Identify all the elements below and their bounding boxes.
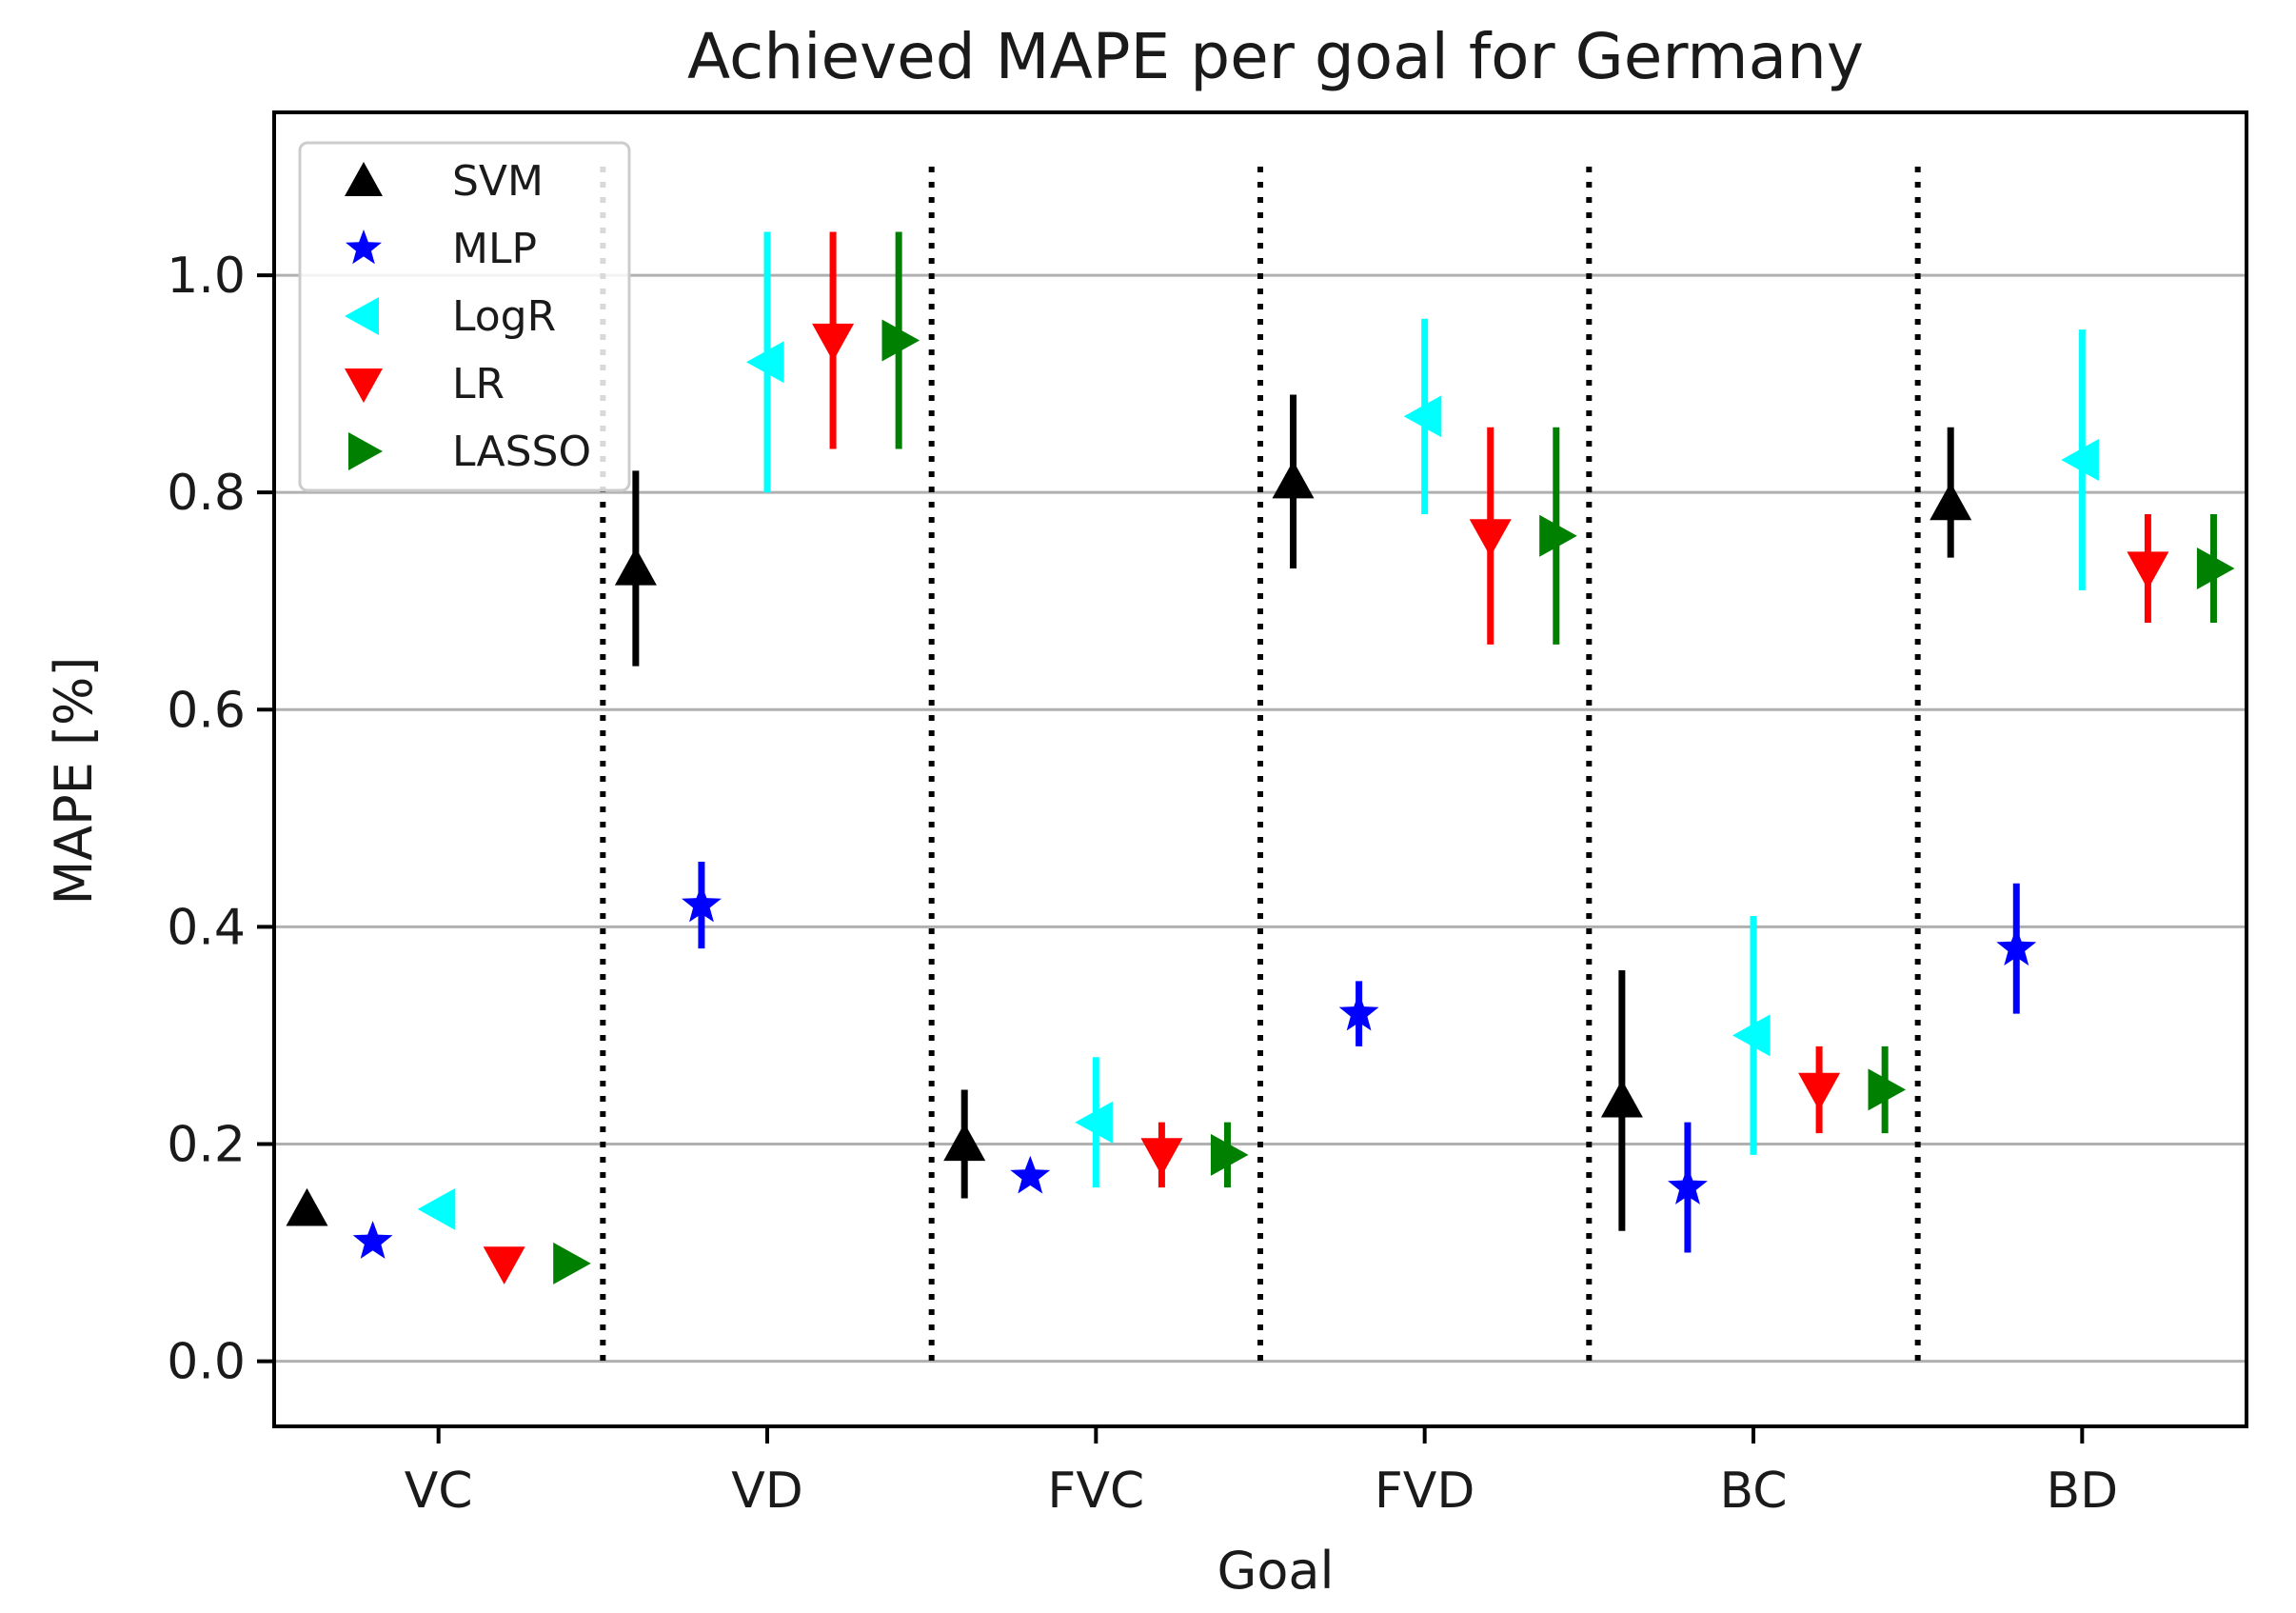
y-tick-label: 0.4	[167, 899, 246, 956]
legend-label-mlp: MLP	[452, 225, 537, 273]
point-logr-bc	[1732, 1014, 1771, 1057]
x-tick-label: FVD	[1375, 1463, 1475, 1520]
point-lr-vc	[483, 1246, 525, 1284]
point-logr-vc	[417, 1187, 456, 1230]
point-lasso-vc	[553, 1242, 591, 1284]
legend-label-lr: LR	[452, 360, 505, 408]
series-lasso	[553, 231, 2235, 1284]
y-axis-label: MAPE [%]	[44, 657, 104, 906]
point-lasso-vd	[881, 319, 920, 362]
series-logr	[417, 231, 2099, 1230]
legend-marker-lasso	[348, 432, 383, 470]
y-tick-label: 0.2	[167, 1116, 246, 1173]
point-svm-vd	[614, 548, 657, 586]
legend-marker-svm	[345, 162, 383, 196]
legend-label-lasso: LASSO	[452, 428, 591, 476]
series-svm	[286, 394, 1972, 1231]
point-logr-bd	[2061, 439, 2099, 481]
point-svm-fvc	[943, 1123, 986, 1162]
point-mlp-fvd	[1338, 992, 1379, 1031]
point-svm-vc	[286, 1187, 328, 1226]
x-tick-label: BC	[1719, 1463, 1787, 1520]
point-svm-bd	[1930, 482, 1972, 521]
y-tick-label: 0.6	[167, 682, 246, 739]
legend-marker-lr	[345, 368, 383, 403]
point-lasso-fvc	[1210, 1133, 1249, 1176]
point-mlp-vc	[352, 1221, 393, 1259]
point-logr-vd	[746, 341, 784, 384]
legend-label-logr: LogR	[452, 292, 556, 341]
point-lasso-bc	[1868, 1068, 1907, 1111]
point-logr-fvc	[1075, 1101, 1113, 1144]
point-svm-bc	[1600, 1079, 1643, 1118]
point-lasso-bd	[2196, 548, 2235, 589]
legend-marker-mlp	[346, 229, 382, 265]
point-svm-fvd	[1272, 460, 1315, 499]
legend-box	[298, 141, 631, 492]
y-tick-label: 1.0	[167, 248, 246, 305]
series-lr	[483, 231, 2169, 1284]
point-mlp-vd	[682, 884, 722, 923]
x-tick-label: VD	[731, 1463, 803, 1520]
series-mlp	[352, 861, 2037, 1259]
x-tick-label: BD	[2046, 1463, 2118, 1520]
point-lr-bc	[1798, 1072, 1841, 1111]
data-layer	[286, 231, 2235, 1284]
point-logr-fvd	[1403, 395, 1442, 438]
legend-items: SVM MLP LogR LR LASSO	[345, 157, 591, 476]
point-lr-vd	[812, 323, 855, 362]
chart-title: Achieved MAPE per goal for Germany	[687, 20, 1864, 93]
point-mlp-fvc	[1010, 1155, 1051, 1194]
plot-frame	[272, 110, 2248, 1428]
point-mlp-bc	[1668, 1166, 1708, 1205]
legend-marker-logr	[345, 297, 379, 335]
separator-layer	[600, 167, 1921, 1362]
point-lr-bd	[2127, 551, 2169, 589]
x-tick-label: FVC	[1047, 1463, 1144, 1520]
y-tick-label: 0.0	[167, 1334, 246, 1391]
point-lr-fvd	[1469, 519, 1512, 557]
legend-label-svm: SVM	[452, 157, 544, 206]
legend: SVM MLP LogR LR LASSO	[298, 141, 631, 492]
x-tick-label: VC	[405, 1463, 473, 1520]
point-lr-fvc	[1140, 1138, 1183, 1176]
point-lasso-fvd	[1539, 514, 1577, 557]
x-axis-label: Goal	[1217, 1541, 1335, 1601]
point-mlp-bd	[1996, 927, 2037, 966]
axis-layer: 0.0 0.2 0.4 0.6 0.8 1.0 VC VD FVC FVD BC BD	[167, 248, 2118, 1520]
y-tick-label: 0.8	[167, 465, 246, 522]
